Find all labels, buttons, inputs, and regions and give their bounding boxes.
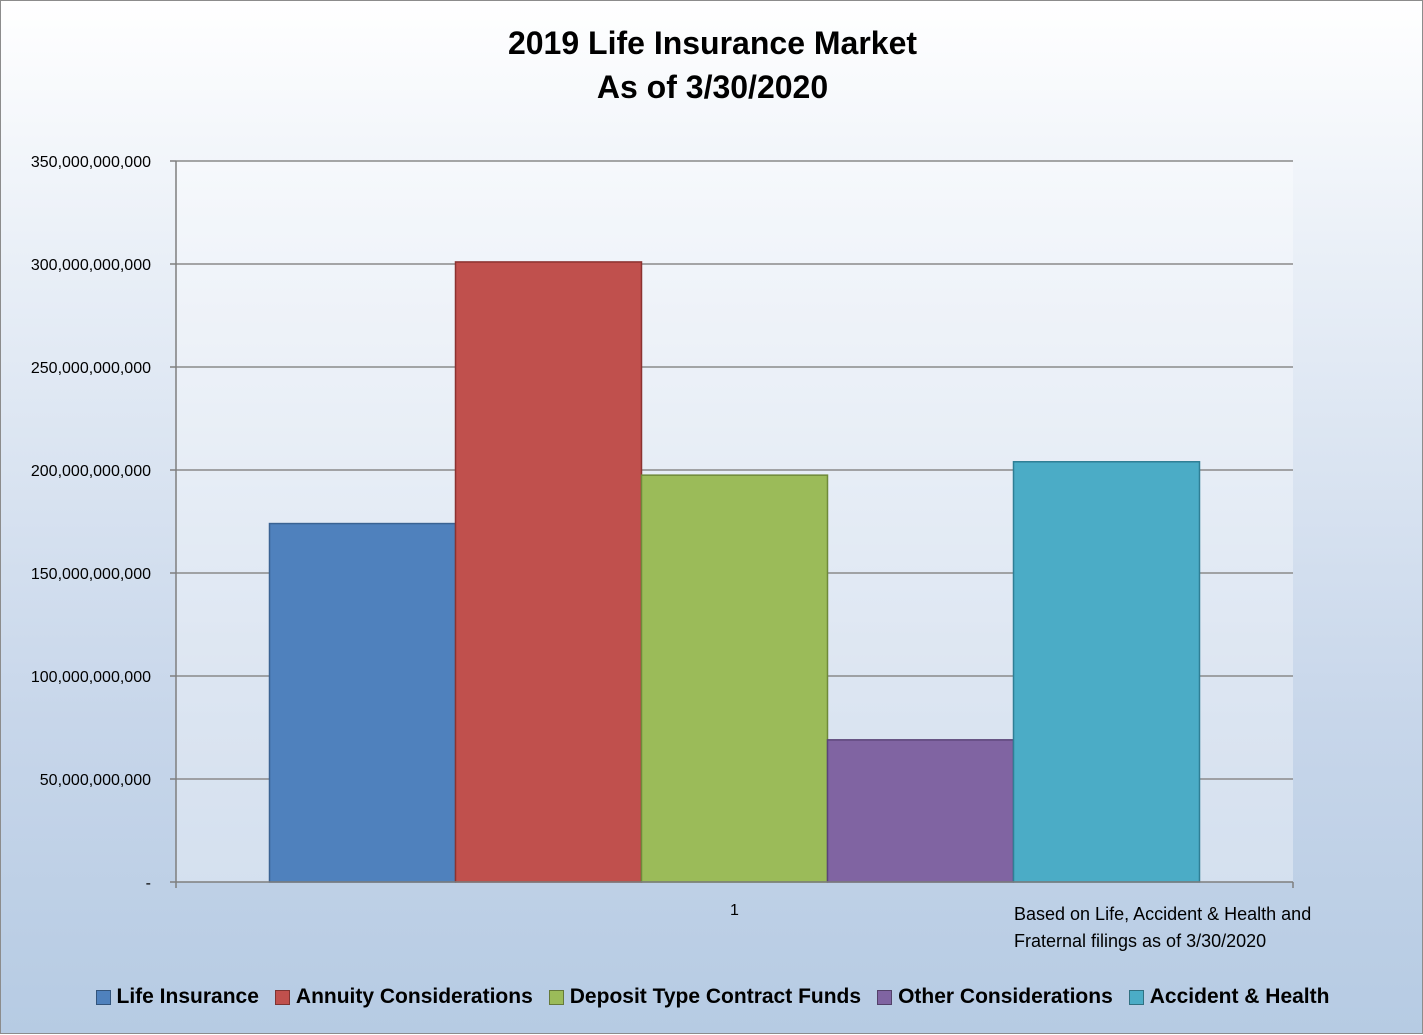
x-tick-label: 1: [730, 902, 739, 919]
y-tick-label: 100,000,000,000: [31, 669, 151, 686]
legend-label: Deposit Type Contract Funds: [569, 985, 862, 1008]
legend-item: Annuity Considerations: [274, 985, 533, 1009]
y-tick-label: 150,000,000,000: [31, 566, 151, 583]
legend-item: Accident & Health: [1128, 985, 1330, 1009]
y-tick-label: 250,000,000,000: [31, 360, 151, 377]
y-tick-label: -: [146, 875, 151, 892]
y-axis-ticks: - 50,000,000,000 100,000,000,000 150,000,00…: [31, 154, 176, 892]
bar-accident-health: [1012, 461, 1201, 883]
legend-label: Annuity Considerations: [295, 985, 533, 1008]
chart-title: 2019 Life Insurance Market: [507, 25, 918, 61]
legend-swatch: [1128, 989, 1144, 1005]
legend-item: Other Considerations: [877, 985, 1113, 1009]
y-tick-label: 50,000,000,000: [40, 772, 151, 789]
source-note-line-1: Based on Life, Accident & Health and: [1014, 904, 1312, 924]
legend: Life Insurance Annuity Considerations Depo…: [1, 985, 1423, 1009]
bar-life-insurance: [268, 522, 457, 883]
y-tick-label: 350,000,000,000: [31, 154, 151, 171]
bar-other-considerations: [826, 739, 1015, 883]
bar-annuity-considerations: [454, 261, 643, 883]
x-axis-ticks: 1: [730, 902, 739, 919]
y-tick-label: 200,000,000,000: [31, 463, 151, 480]
chart-subtitle: As of 3/30/2020: [596, 69, 829, 105]
legend-label: Life Insurance: [116, 985, 259, 1008]
legend-item: Life Insurance: [95, 985, 259, 1009]
bar-deposit-type-contract-funds: [640, 474, 829, 883]
legend-swatch: [548, 989, 564, 1005]
y-tick-label: 300,000,000,000: [31, 257, 151, 274]
bars: [268, 261, 1201, 883]
legend-swatch: [274, 989, 290, 1005]
legend-label: Accident & Health: [1149, 985, 1330, 1008]
legend-label: Other Considerations: [898, 985, 1113, 1008]
legend-swatch: [877, 989, 893, 1005]
legend-item: Deposit Type Contract Funds: [548, 985, 862, 1009]
axes: [175, 161, 1294, 888]
source-note-line-2: Fraternal filings as of 3/30/2020: [1014, 931, 1267, 951]
chart-title-block: 2019 Life Insurance Market As of 3/30/20…: [1, 21, 1423, 109]
source-note: Based on Life, Accident & Health and Fra…: [1014, 901, 1311, 955]
legend-swatch: [95, 989, 111, 1005]
